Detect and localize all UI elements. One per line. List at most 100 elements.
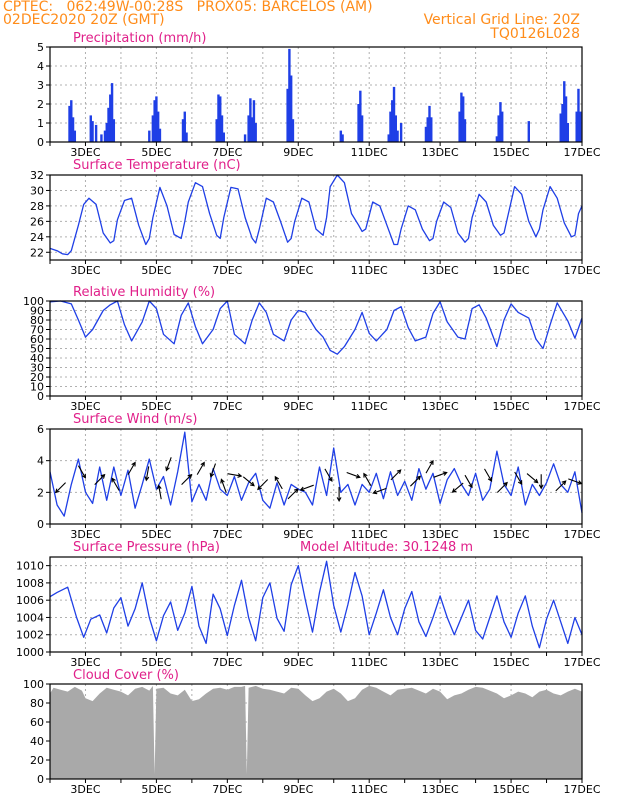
humidity-xtick-label: 11DEC <box>351 400 388 413</box>
precipitation-bar <box>249 98 252 142</box>
precipitation-bar <box>112 119 116 142</box>
wind-arrow <box>77 465 86 479</box>
precipitation-bar <box>181 119 185 142</box>
humidity-ytick-label: 10 <box>30 381 44 394</box>
humidity-ytick-label: 20 <box>30 371 44 384</box>
wind-arrow <box>538 474 544 490</box>
wind-line <box>49 431 583 517</box>
precipitation-bar <box>561 104 564 142</box>
cloud-cover-frame <box>49 683 583 780</box>
precipitation-bar <box>289 75 293 142</box>
precipitation-xtick-label: 5DEC <box>141 146 171 159</box>
wind-ytick-label: 6 <box>37 423 44 436</box>
precipitation-bar <box>222 132 225 142</box>
precipitation-bar <box>564 96 568 142</box>
wind-arrow <box>94 473 106 485</box>
precipitation-bar <box>89 115 92 142</box>
cloud-cover-xtick-label: 3DEC <box>70 783 100 796</box>
precipitation-bar <box>579 111 582 142</box>
cloud-cover-title: Cloud Cover (%) <box>73 668 179 683</box>
precipitation-bar <box>286 88 289 142</box>
precipitation-bar <box>495 136 499 142</box>
wind-arrow <box>514 471 523 486</box>
temperature-xtick-label: 13DEC <box>422 264 459 277</box>
precipitation-bar <box>247 115 250 142</box>
temperature-ytick-label: 32 <box>30 169 44 182</box>
temperature-ytick-label: 24 <box>30 231 44 244</box>
precipitation-bar <box>497 115 500 142</box>
precipitation-bar <box>389 111 392 142</box>
precipitation-bar <box>499 102 502 142</box>
humidity-ytick-label: 70 <box>30 324 44 337</box>
wind-arrow <box>165 457 172 472</box>
precipitation-bar <box>339 130 343 142</box>
wind-arrow <box>209 463 217 478</box>
precipitation-bar <box>394 115 397 142</box>
precipitation-bar <box>430 117 433 142</box>
humidity-ytick-label: 40 <box>30 352 44 365</box>
pressure-xtick-label: 7DEC <box>212 656 242 669</box>
precipitation-bar <box>527 121 530 142</box>
wind-arrow <box>555 480 567 492</box>
wind-arrow <box>257 479 269 491</box>
precipitation-bar <box>461 96 465 142</box>
humidity-ytick-label: 0 <box>37 390 44 403</box>
precipitation-bar <box>155 96 158 142</box>
cloud-cover-xtick-label: 5DEC <box>141 783 171 796</box>
wind-arrow <box>346 471 361 479</box>
pressure-xtick-label: 17DEC <box>563 656 600 669</box>
wind-arrow <box>127 461 136 475</box>
precipitation-bar <box>183 111 186 142</box>
precipitation-xtick-label: 15DEC <box>493 146 530 159</box>
wind-xtick-label: 11DEC <box>351 528 388 541</box>
precipitation-bar <box>577 88 580 142</box>
temperature-ytick-label: 30 <box>30 184 44 197</box>
precipitation-bar <box>68 105 71 142</box>
precipitation-xtick-label: 3DEC <box>70 146 100 159</box>
wind-frame <box>49 428 583 525</box>
wind-arrow <box>54 482 66 494</box>
precipitation-xtick-label: 17DEC <box>563 146 600 159</box>
humidity-xtick-label: 3DEC <box>70 400 100 413</box>
precipitation-bar <box>458 111 461 142</box>
humidity-xtick-label: 9DEC <box>283 400 313 413</box>
humidity-ytick-label: 30 <box>30 362 44 375</box>
humidity-line <box>49 300 583 355</box>
precipitation-bar <box>357 104 360 142</box>
precipitation-bar <box>426 117 429 142</box>
humidity-ytick-label: 60 <box>30 333 44 346</box>
precipitation-bar <box>103 130 107 142</box>
temperature-ytick-label: 22 <box>30 246 44 259</box>
wind-arrow <box>451 482 464 493</box>
temperature-xtick-label: 11DEC <box>351 264 388 277</box>
precipitation-ytick-label: 1 <box>37 117 44 130</box>
precipitation-bar <box>73 130 77 142</box>
wind-xtick-label: 5DEC <box>141 528 171 541</box>
temperature-xtick-label: 7DEC <box>212 264 242 277</box>
precipitation-bar <box>288 48 291 142</box>
pressure-title: Surface Pressure (hPa) <box>73 540 220 555</box>
precipitation-bar <box>185 132 188 142</box>
temperature-xtick-label: 15DEC <box>493 264 530 277</box>
precipitation-bar <box>399 123 403 142</box>
wind-arrow <box>464 474 473 489</box>
temperature-xtick-label: 17DEC <box>563 264 600 277</box>
precipitation-bar <box>243 134 247 142</box>
humidity-xtick-label: 17DEC <box>563 400 600 413</box>
wind-arrow <box>287 488 299 500</box>
precipitation-bar <box>151 115 155 142</box>
precipitation-ytick-label: 4 <box>37 60 44 73</box>
wind-arrow <box>299 484 314 492</box>
precipitation-xtick-label: 7DEC <box>212 146 242 159</box>
wind-arrow <box>220 478 227 493</box>
precipitation-bar <box>215 119 218 142</box>
precipitation-bar <box>158 128 162 142</box>
precipitation-bar <box>359 90 362 142</box>
precipitation-bar <box>463 119 467 142</box>
wind-arrow <box>196 461 205 475</box>
precipitation-ytick-label: 5 <box>37 41 44 54</box>
wind-ytick-label: 0 <box>37 518 44 531</box>
wind-arrow <box>227 473 243 478</box>
wind-arrow <box>496 481 508 493</box>
humidity-xtick-label: 15DEC <box>493 400 530 413</box>
